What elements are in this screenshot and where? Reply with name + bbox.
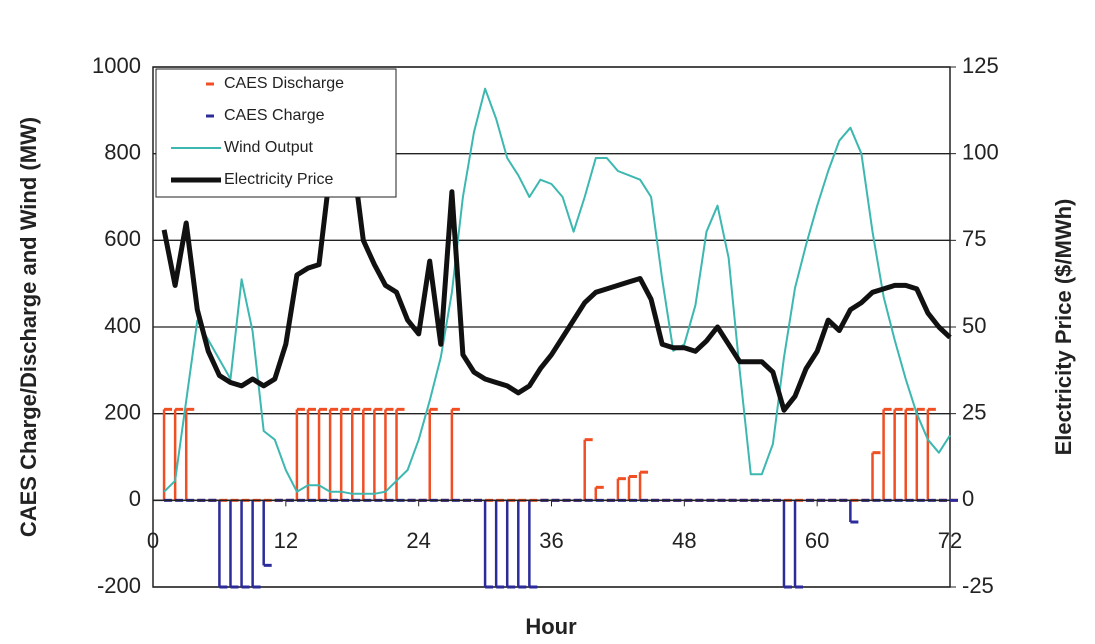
y-tick-label: 400 (104, 313, 141, 338)
stem (627, 475, 637, 501)
stem (483, 500, 494, 589)
stem (373, 407, 383, 501)
y2-tick-label: 0 (962, 486, 974, 511)
stem (362, 407, 372, 501)
series-line (161, 123, 952, 413)
y-tick-label: -200 (97, 573, 141, 598)
legend-label: Wind Output (224, 139, 313, 156)
x-tick-label: 36 (539, 528, 563, 553)
y-tick-label: 1000 (92, 53, 141, 78)
stem (871, 451, 881, 501)
stem (240, 500, 250, 589)
stem (793, 500, 804, 589)
legend-box (155, 68, 397, 198)
stem (384, 407, 394, 501)
x-tick-label: 12 (274, 528, 298, 553)
stem (915, 407, 925, 501)
stem (262, 500, 272, 567)
stem (218, 500, 228, 589)
y-tick-label: 0 (129, 486, 141, 511)
stem (306, 407, 316, 501)
x-tick-label: 72 (938, 528, 962, 553)
stem (450, 407, 460, 501)
stem (505, 500, 516, 589)
stem (638, 470, 649, 501)
legend-label: Electricity Price (224, 171, 333, 188)
stem (162, 407, 173, 501)
stem (184, 407, 195, 501)
stem (782, 500, 792, 589)
stem (351, 407, 361, 501)
y2-axis-title: Electricity Price ($/MWh) (1051, 199, 1076, 456)
y2-tick-label: 25 (962, 399, 986, 424)
stem (339, 407, 350, 501)
stem (173, 407, 184, 501)
stem (926, 407, 936, 501)
y-axis-title: CAES Charge/Discharge and Wind (MW) (16, 117, 41, 537)
y-tick-label: 200 (104, 399, 141, 424)
stem (904, 407, 914, 501)
stem (328, 407, 339, 501)
stem (395, 407, 405, 501)
y2-tick-label: 100 (962, 139, 999, 164)
y2-tick-label: 75 (962, 226, 986, 251)
x-tick-label: 48 (672, 528, 696, 553)
y-tick-label: 800 (104, 139, 141, 164)
stem (517, 500, 527, 589)
stem (882, 407, 892, 501)
legend-label: CAES Discharge (224, 75, 344, 92)
x-tick-label: 0 (147, 528, 159, 553)
x-axis-title: Hour (525, 614, 577, 639)
legend-label: CAES Charge (224, 107, 325, 124)
y-tick-label: 600 (104, 226, 141, 251)
stem (528, 500, 538, 589)
y2-tick-label: -25 (962, 573, 994, 598)
stem (616, 477, 626, 501)
y2-tick-label: 125 (962, 53, 999, 78)
stem (893, 407, 903, 501)
stem (229, 500, 239, 589)
stem (583, 438, 593, 501)
stem (849, 500, 859, 524)
stem (494, 500, 505, 589)
x-tick-label: 24 (406, 528, 430, 553)
stem (428, 407, 438, 501)
y2-tick-label: 50 (962, 313, 986, 338)
series-line (163, 87, 951, 495)
stem (594, 485, 604, 501)
x-tick-label: 60 (805, 528, 829, 553)
stem (295, 407, 305, 501)
stem (251, 500, 261, 589)
